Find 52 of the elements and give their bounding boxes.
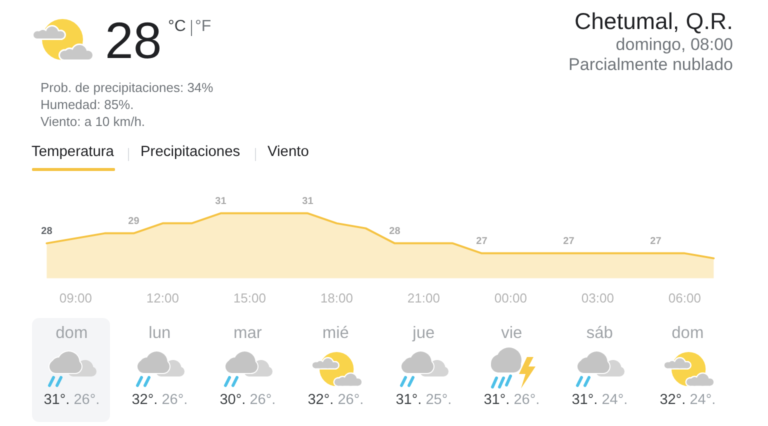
category-label: dom [56,324,88,342]
data-label: 27 [563,236,575,247]
annotation: 32°. [660,392,686,408]
data-label: 27 [476,236,488,247]
category-label: jue [412,324,435,342]
text: Prob. de precipitaciones: 34% [40,80,214,98]
text: °C [168,18,186,35]
text: domingo, 08:00 [616,35,733,54]
annotation: 24°. [602,392,628,408]
data-label: 27 [650,236,662,247]
text: Viento [268,144,309,160]
x-tick-label: 12:00 [146,290,179,306]
annotation: 24°. [690,392,716,408]
annotation: 26°. [74,392,100,408]
x-tick-label: 03:00 [581,290,614,306]
category-label: vie [501,324,522,342]
data-label: 29 [128,216,140,227]
annotation: 26°. [514,392,540,408]
annotation: 31°. [396,392,422,408]
text: Chetumal, Q.R. [574,8,733,34]
data-label: 28 [41,226,53,237]
data-label: 31 [302,196,314,207]
annotation: 26°. [162,392,188,408]
category-label: mié [322,324,349,342]
x-tick-label: 15:00 [233,290,266,306]
text: Parcialmente nublado [568,55,733,74]
annotation: 31°. [44,392,70,408]
category-label: sáb [586,324,613,342]
category-label: dom [672,324,704,342]
annotation: 25°. [426,392,452,408]
text: Temperatura [32,144,114,160]
text: 28 [105,12,162,70]
x-tick-label: 21:00 [407,290,440,306]
annotation: 31°. [484,392,510,408]
data-label: 28 [389,226,401,237]
annotation: 32°. [132,392,158,408]
x-tick-label: 18:00 [320,290,353,306]
annotation: 31°. [572,392,598,408]
annotation: 32°. [308,392,334,408]
category-label: lun [148,324,171,342]
annotation: 30°. [220,392,246,408]
x-tick-label: 00:00 [494,290,527,306]
category-label: mar [233,324,262,342]
text: Humedad: 85%. [40,97,134,114]
annotation: 26°. [338,392,364,408]
text: Precipitaciones [140,144,240,160]
annotation: 26°. [250,392,276,408]
x-tick-label: 06:00 [668,290,701,306]
data-label: 31 [215,196,227,207]
text: °F [195,18,212,35]
x-tick-label: 09:00 [59,290,92,306]
text: Viento: a 10 km/h. [40,114,146,130]
